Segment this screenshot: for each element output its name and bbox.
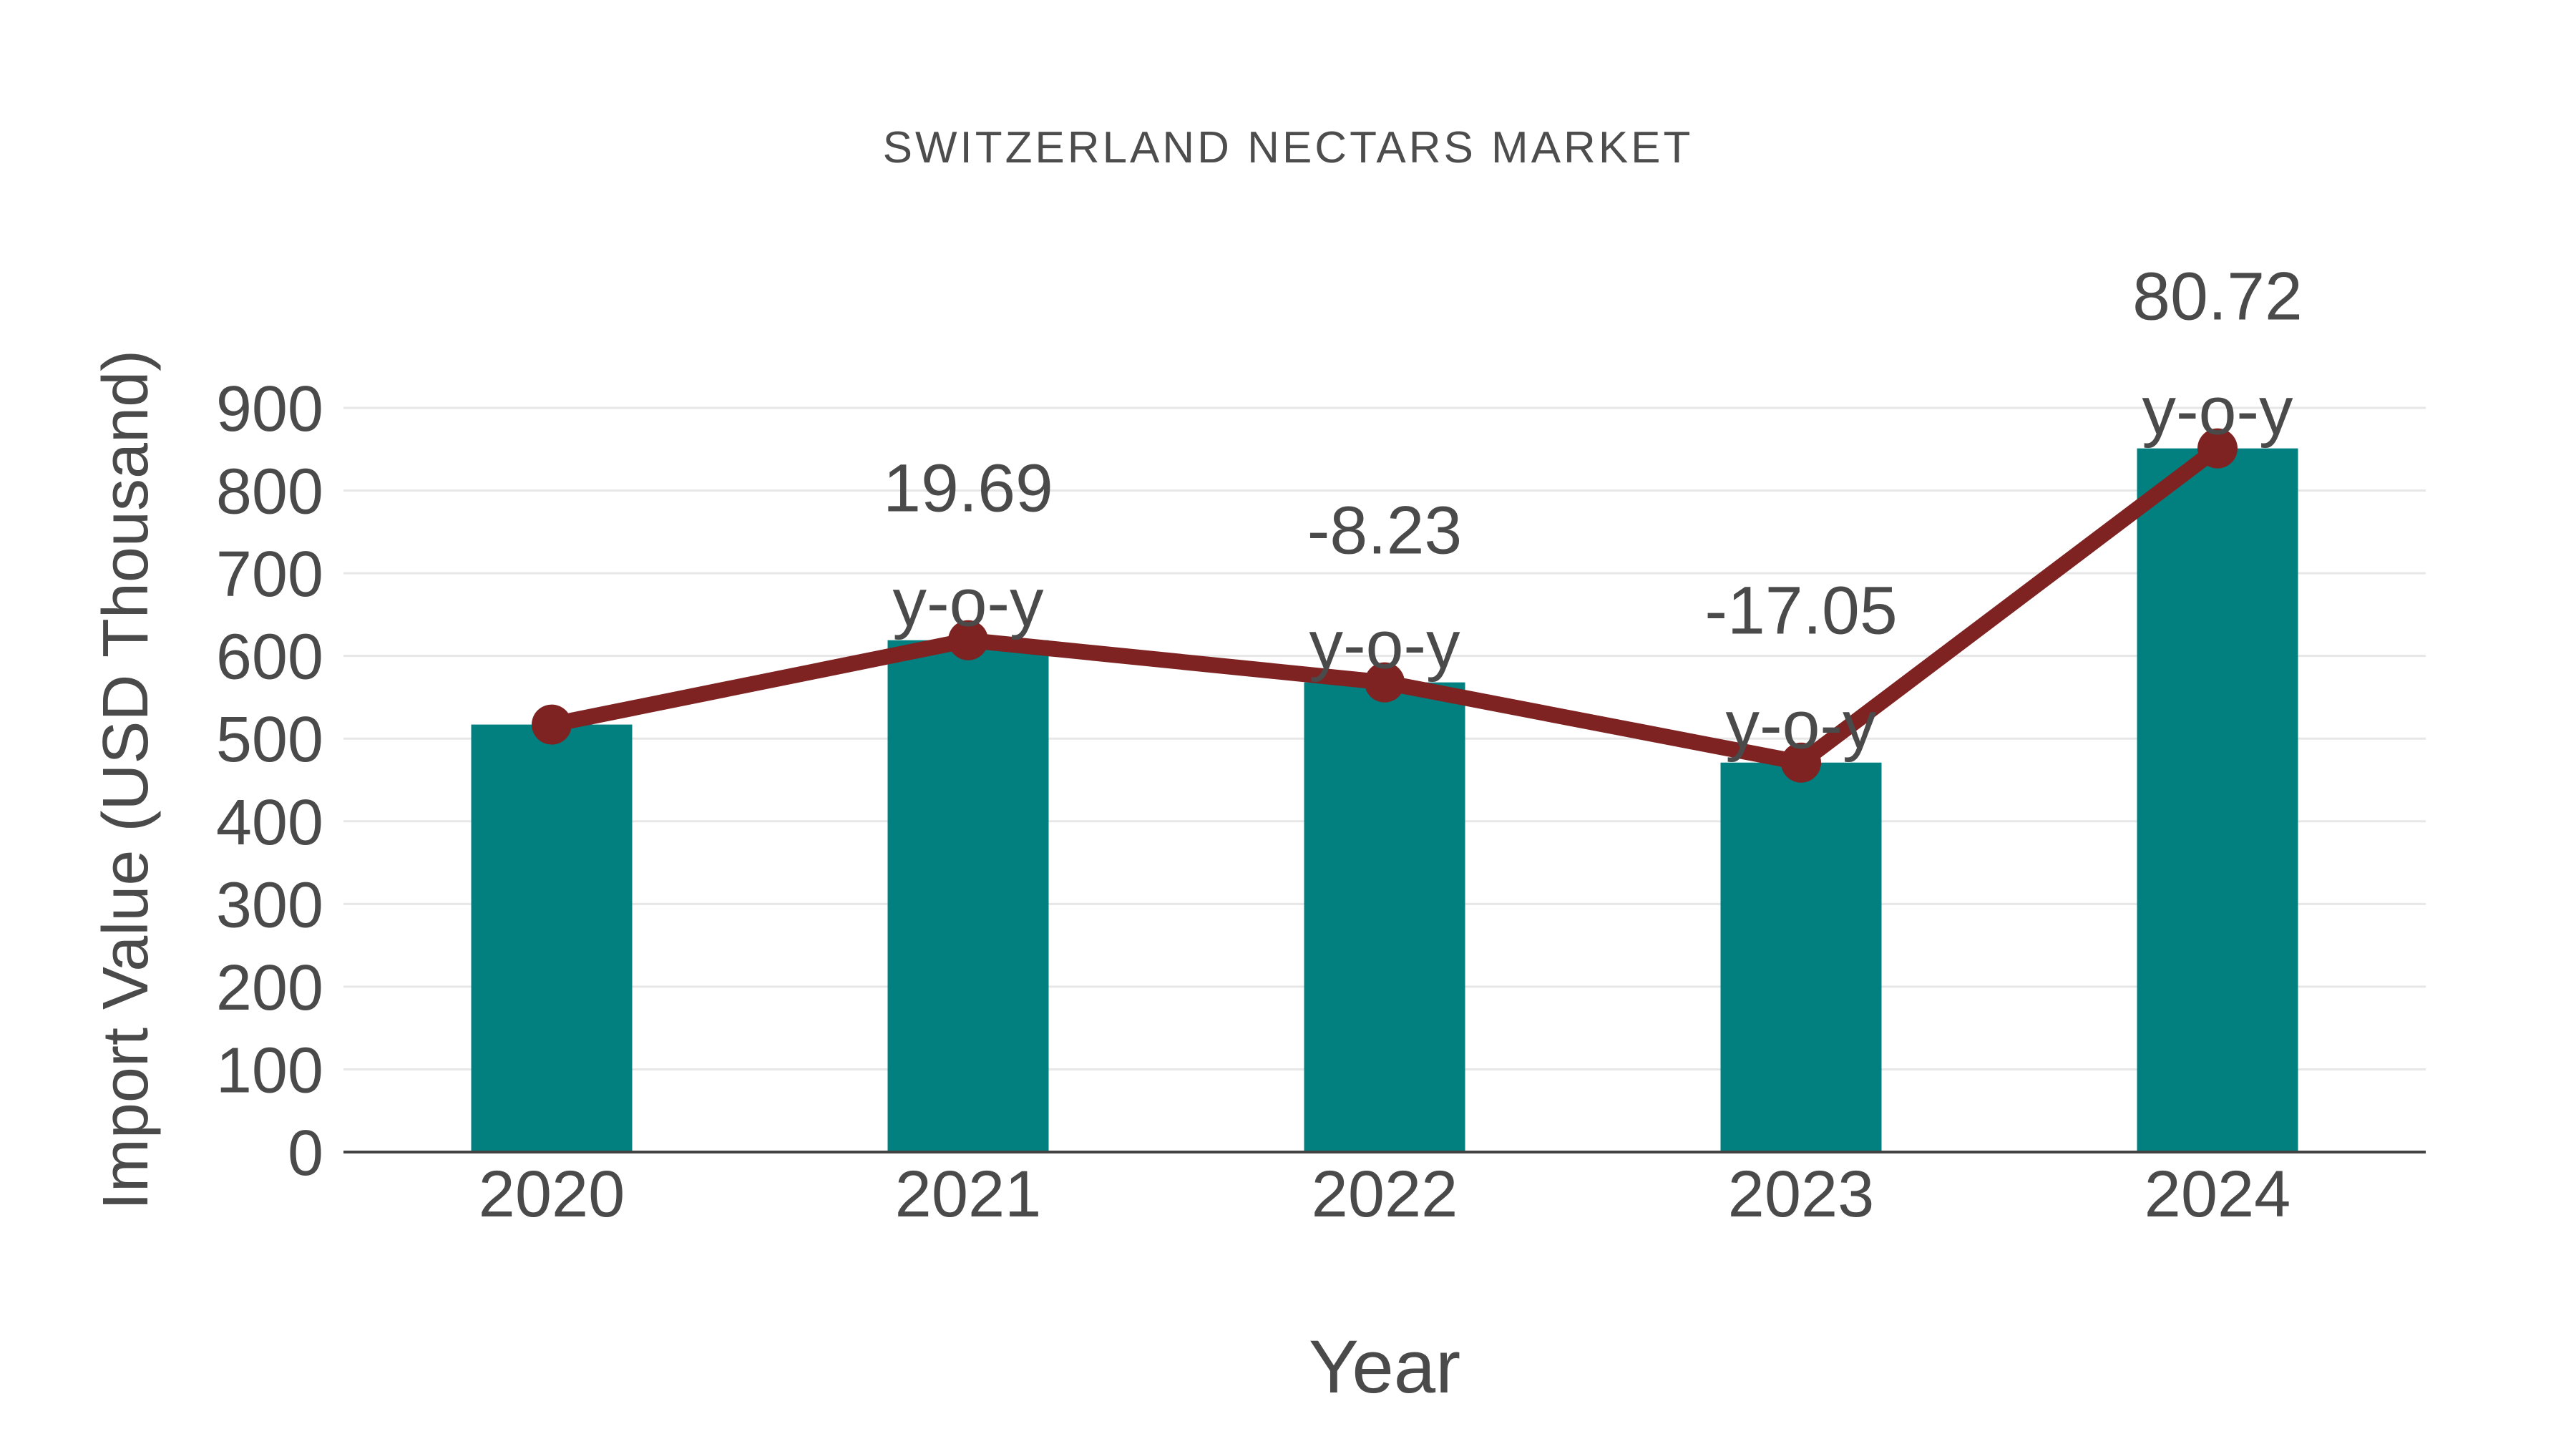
- trend-marker-2022: [1365, 662, 1405, 703]
- y-tick-label-500: 500: [216, 704, 323, 776]
- annotation-suffix-2024: y-o-y: [2142, 374, 2293, 449]
- trend-marker-2021: [948, 620, 988, 660]
- annotation-suffix-2022: y-o-y: [1309, 608, 1460, 683]
- x-tick-label-2021: 2021: [895, 1158, 1042, 1231]
- annotation-value-2022: -8.23: [1307, 493, 1463, 569]
- y-tick-label-0: 0: [288, 1118, 323, 1189]
- x-tick-label-2023: 2023: [1728, 1158, 1875, 1231]
- y-tick-label-700: 700: [216, 539, 323, 610]
- bar-2021: [887, 640, 1049, 1152]
- y-tick-label-800: 800: [216, 457, 323, 528]
- annotation-suffix-2021: y-o-y: [892, 565, 1044, 641]
- bar-2024: [2137, 448, 2298, 1152]
- y-tick-label-100: 100: [216, 1035, 323, 1106]
- annotation-value-2024: 80.72: [2132, 259, 2303, 335]
- bar-2022: [1304, 682, 1465, 1152]
- y-tick-label-900: 900: [216, 374, 323, 445]
- bar-2020: [471, 724, 633, 1152]
- x-tick-label-2020: 2020: [479, 1158, 625, 1231]
- trend-marker-2020: [532, 704, 572, 745]
- y-tick-label-400: 400: [216, 787, 323, 859]
- annotation-value-2021: 19.69: [883, 451, 1053, 527]
- x-tick-label-2024: 2024: [2145, 1158, 2291, 1231]
- bar-2023: [1720, 762, 1882, 1152]
- trend-marker-2023: [1781, 742, 1821, 783]
- trend-marker-2024: [2197, 428, 2238, 469]
- y-tick-label-600: 600: [216, 622, 323, 693]
- chart-title: SWITZERLAND NECTARS MARKET: [882, 123, 1694, 172]
- x-tick-label-2022: 2022: [1312, 1158, 1458, 1231]
- annotation-suffix-2023: y-o-y: [1725, 688, 1877, 763]
- x-axis-title: Year: [1308, 1325, 1461, 1409]
- y-tick-label-200: 200: [216, 952, 323, 1024]
- annotation-value-2023: -17.05: [1704, 573, 1897, 649]
- y-tick-label-300: 300: [216, 869, 323, 941]
